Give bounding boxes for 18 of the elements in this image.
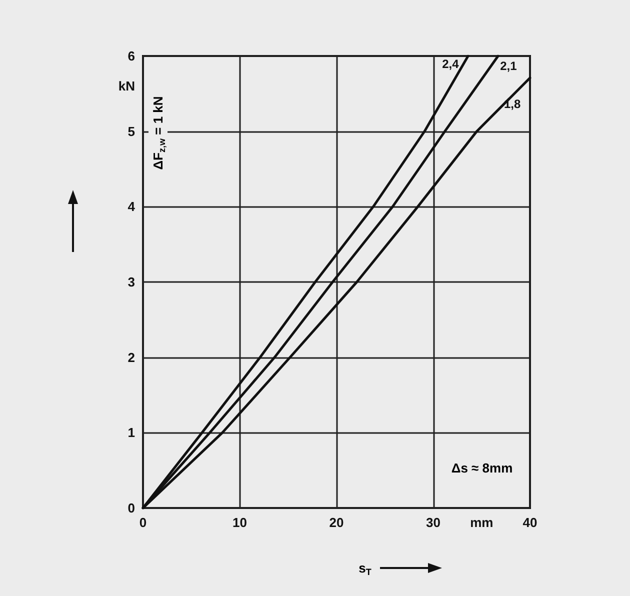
y-tick-label: 5: [128, 124, 135, 139]
y-tick-label: kN: [118, 78, 135, 94]
y-tick-label: 3: [128, 274, 135, 290]
x-tick-label: 40: [522, 515, 538, 530]
x-tick-label: 20: [329, 515, 344, 530]
y-tick-label: 4: [128, 199, 136, 214]
annotation: ΔFz,w = 1 kN: [150, 96, 167, 170]
x-tick-label: mm: [470, 515, 494, 530]
y-tick-label: 2: [128, 350, 135, 365]
y-tick-label: 6: [128, 48, 135, 64]
y-tick-label: 1: [128, 425, 135, 440]
y-tick-label: 0: [128, 500, 135, 516]
annotation: Δs ≈ 8mm: [451, 460, 513, 476]
series-label: 2,4: [442, 57, 460, 71]
x-tick-label: 30: [426, 515, 440, 530]
x-tick-label: 0: [139, 515, 147, 530]
x-tick-label: 10: [232, 515, 247, 530]
series-label: 2,1: [500, 59, 518, 73]
